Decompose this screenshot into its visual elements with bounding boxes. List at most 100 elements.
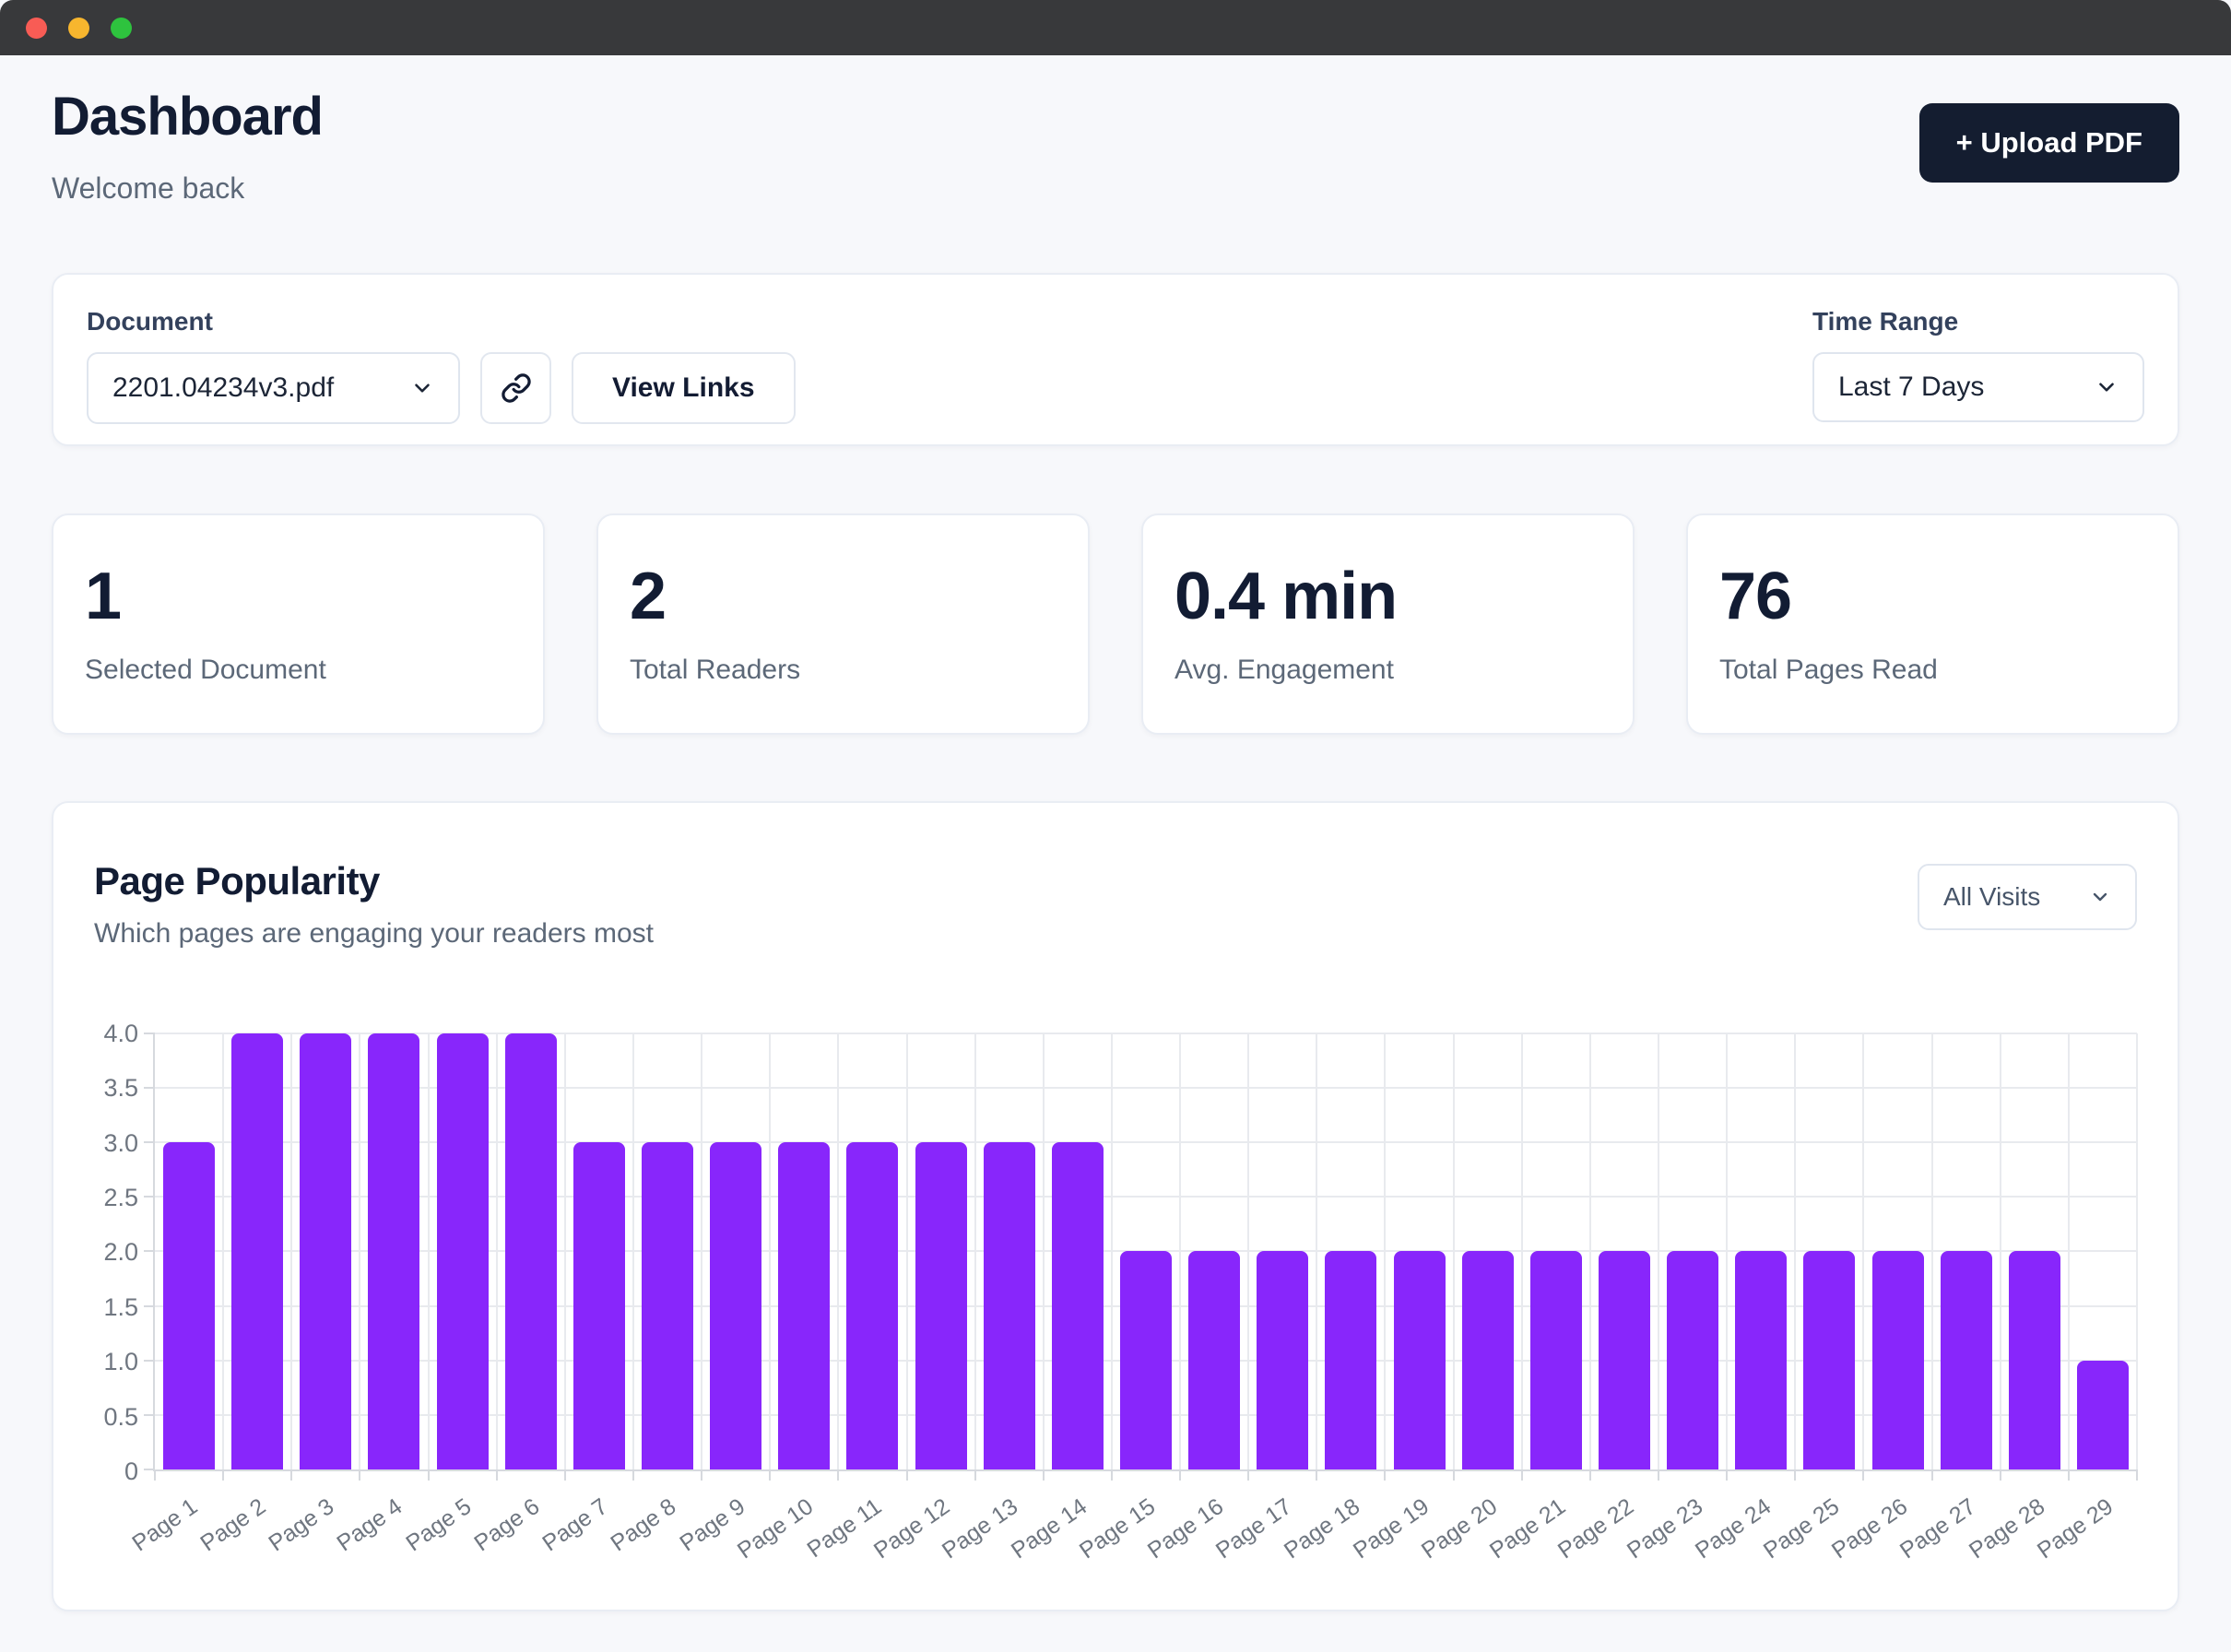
bar-page-16[interactable] [1188,1251,1241,1469]
window-titlebar [0,0,2231,55]
x-axis-tick [1247,1469,1250,1481]
bar-page-5[interactable] [436,1032,489,1469]
y-axis-tick [144,1196,155,1198]
gridline-vertical [427,1032,430,1469]
y-axis-tick [144,1304,155,1307]
minimize-window-button[interactable] [68,17,89,39]
stat-label: Selected Document [85,654,326,685]
zoom-window-button[interactable] [111,17,132,39]
stat-card-selected-document: 1 Selected Document [52,513,545,735]
bar-page-26[interactable] [1871,1251,1924,1469]
bar-page-4[interactable] [368,1032,420,1469]
page-content: Dashboard Welcome back + Upload PDF Docu… [0,55,2231,1652]
x-axis-tick [1862,1469,1865,1481]
bar-page-14[interactable] [1051,1142,1104,1469]
gridline-horizontal [155,1141,2137,1144]
x-axis-tick [1384,1469,1387,1481]
bar-page-1[interactable] [163,1142,216,1469]
gridline-vertical [1726,1032,1729,1469]
page-header-text: Dashboard Welcome back [52,87,324,208]
gridline-vertical [1930,1032,1933,1469]
x-axis-label: Page 12 [869,1493,955,1564]
x-axis-label: Page 7 [537,1493,613,1557]
y-axis-tick-label: 3.0 [103,1128,138,1157]
bar-page-8[interactable] [642,1142,694,1469]
x-axis-label: Page 3 [264,1493,339,1557]
x-axis-tick [1110,1469,1113,1481]
x-axis-tick [1726,1469,1729,1481]
upload-pdf-button[interactable]: + Upload PDF [1918,103,2179,183]
bar-page-10[interactable] [778,1142,831,1469]
x-axis-label: Page 26 [1826,1493,1913,1564]
view-links-button[interactable]: View Links [572,351,796,424]
y-axis-tick-label: 2.5 [103,1184,138,1211]
y-axis-tick-label: 4.0 [103,1019,138,1047]
visits-filter-select[interactable]: All Visits [1918,863,2137,930]
chart-title: Page Popularity [94,858,380,903]
bar-page-29[interactable] [2076,1360,2129,1469]
x-axis-tick [1588,1469,1591,1481]
x-axis-label: Page 4 [332,1493,407,1557]
x-axis-label: Page 22 [1553,1493,1639,1564]
x-axis-label: Page 2 [195,1493,271,1557]
bar-page-13[interactable] [983,1142,1035,1469]
bar-page-27[interactable] [1940,1251,1992,1469]
bar-page-7[interactable] [573,1142,625,1469]
x-axis-tick [2136,1469,2138,1481]
y-axis-tick-label: 1.5 [103,1292,138,1321]
gridline-vertical [290,1032,293,1469]
chart-header: Page Popularity Which pages are engaging… [94,858,2137,952]
bar-page-20[interactable] [1461,1251,1514,1469]
x-axis-tick [1658,1469,1660,1481]
bar-chart: 0 0.5 1.0 1.5 2.0 2.5 3.0 3.5 4.0 [94,1021,2138,1484]
x-axis-tick [1794,1469,1797,1481]
bar-page-6[interactable] [504,1032,557,1469]
bar-page-22[interactable] [1598,1251,1650,1469]
bar-page-21[interactable] [1529,1251,1582,1469]
document-label: Document [87,306,213,336]
bar-page-17[interactable] [1257,1251,1309,1469]
x-axis-label: Page 27 [1895,1493,1981,1564]
x-axis-label: Page 24 [1690,1493,1776,1564]
gridline-vertical [563,1032,566,1469]
stat-card-avg-engagement: 0.4 min Avg. Engagement [1141,513,1635,735]
chart-header-text: Page Popularity Which pages are engaging… [94,858,654,952]
close-window-button[interactable] [26,17,47,39]
x-axis-label: Page 25 [1758,1493,1845,1564]
document-filter-card: Document 2201.04234v3.pdf View Links Tim… [52,272,2179,446]
bar-page-23[interactable] [1667,1251,1719,1469]
bar-page-18[interactable] [1325,1251,1377,1469]
stat-label: Total Pages Read [1719,654,1938,685]
document-select[interactable]: 2201.04234v3.pdf [87,351,460,424]
bar-page-24[interactable] [1735,1251,1788,1469]
bar-page-28[interactable] [2008,1251,2060,1469]
chevron-down-icon [415,384,430,393]
x-axis-label: Page 8 [606,1493,681,1557]
y-axis-tick-label: 1.0 [103,1348,138,1376]
bar-page-11[interactable] [846,1142,899,1469]
gridline-vertical [1179,1032,1182,1469]
x-axis-tick [632,1469,634,1481]
gridline-vertical [1042,1032,1045,1469]
bar-page-19[interactable] [1393,1251,1446,1469]
x-axis-label: Page 16 [1142,1493,1229,1564]
gridline-vertical [1520,1032,1523,1469]
x-axis-label: Page 17 [1211,1493,1297,1564]
bar-page-15[interactable] [1120,1251,1172,1469]
chart-y-axis: 0 0.5 1.0 1.5 2.0 2.5 3.0 3.5 4.0 [94,1021,153,1484]
chart-subtitle: Which pages are engaging your readers mo… [94,917,655,949]
time-range-select[interactable]: Last 7 Days [1812,351,2144,422]
copy-link-button[interactable] [480,351,551,424]
bar-page-9[interactable] [710,1142,762,1469]
x-axis-tick [905,1469,908,1481]
bar-page-12[interactable] [915,1142,967,1469]
bar-page-25[interactable] [1803,1251,1856,1469]
link-icon [501,373,531,403]
time-range-label: Time Range [1812,306,1959,336]
bar-page-3[interactable] [300,1032,352,1469]
x-axis-label: Page 21 [1484,1493,1571,1564]
page-header: Dashboard Welcome back + Upload PDF [52,55,2179,208]
x-axis-tick [1452,1469,1455,1481]
bar-page-2[interactable] [231,1032,284,1469]
gridline-vertical [1384,1032,1387,1469]
